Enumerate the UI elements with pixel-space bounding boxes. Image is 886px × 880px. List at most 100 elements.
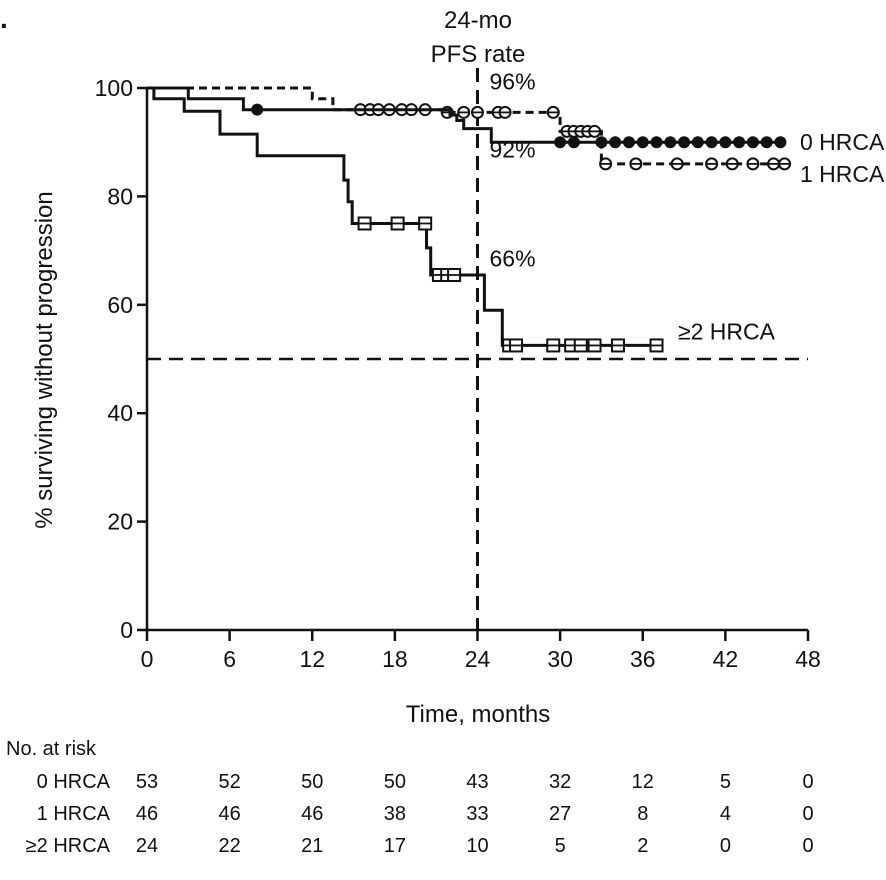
censor-mark-1-hrca-9 [471, 105, 484, 119]
censor-mark-1-hrca-20 [670, 157, 684, 171]
censor-mark-ge2-hrca-1 [390, 216, 405, 231]
censor-mark-0-hrca-0 [251, 103, 264, 116]
at-risk-value-12: 46 [301, 803, 323, 825]
censor-mark-ge2-hrca-11 [587, 338, 602, 353]
censor-mark-0-hrca-13 [760, 136, 773, 149]
censor-mark-1-hrca-8 [457, 105, 471, 119]
x-tick-label-42: 42 [713, 646, 739, 672]
at-risk-value-36: 8 [637, 803, 648, 825]
at-risk-value-24: 33 [466, 803, 488, 825]
grid-reference-lines [147, 68, 808, 630]
series-label-0-hrca: 0 HRCA [800, 129, 885, 155]
at-risk-value-42: 4 [720, 803, 731, 825]
censor-mark-0-hrca-6 [664, 136, 677, 149]
series-label-ge2-hrca: ≥2 HRCA [678, 318, 776, 344]
at-risk-value-36: 12 [632, 771, 654, 793]
at-risk-value-48: 0 [802, 803, 813, 825]
censor-mark-1-hrca-25 [778, 157, 792, 171]
at-risk-value-0: 24 [136, 835, 158, 857]
censor-mark-1-hrca-12 [546, 105, 560, 119]
censor-mark-0-hrca-8 [691, 136, 704, 149]
at-risk-table: No. at risk 0 HRCA 53 52 50 50 43 32 12 5 01 HRCA… [6, 738, 814, 857]
at-risk-value-0: 53 [136, 771, 158, 793]
censor-mark-1-hrca-11 [498, 105, 512, 119]
censor-mark-0-hrca-16 [567, 136, 580, 149]
censor-mark-ge2-hrca-8 [546, 338, 561, 353]
series-ge2-hrca [147, 86, 664, 353]
at-risk-row-label: 0 HRCA [37, 771, 111, 793]
series-label-1-hrca: 1 HRCA [800, 161, 885, 187]
at-risk-value-12: 50 [301, 771, 323, 793]
at-risk-value-48: 0 [802, 835, 813, 857]
censor-mark-1-hrca-23 [746, 157, 760, 171]
series-line-0-hrca [147, 86, 781, 144]
x-ticks: 0 6 12 18 24 30 36 42 48 [141, 630, 821, 672]
censor-mark-ge2-hrca-2 [418, 216, 433, 231]
annotation-96: 96% [490, 69, 536, 95]
at-risk-value-30: 32 [549, 771, 571, 793]
annotation-66: 66% [490, 245, 536, 271]
x-tick-label-36: 36 [630, 646, 656, 672]
at-risk-value-24: 10 [466, 835, 488, 857]
at-risk-value-30: 5 [555, 835, 566, 857]
censor-mark-0-hrca-9 [705, 136, 718, 149]
x-tick-label-30: 30 [547, 646, 573, 672]
at-risk-row-1-hrca: 1 HRCA 46 46 46 38 33 27 8 4 0 [37, 803, 814, 825]
censor-mark-0-hrca-5 [650, 136, 663, 149]
x-tick-label-48: 48 [795, 646, 821, 672]
y-tick-label-40: 40 [107, 400, 133, 426]
series-1-hrca [147, 86, 792, 171]
at-risk-row-0-hrca: 0 HRCA 53 52 50 50 43 32 12 5 0 [37, 771, 814, 793]
x-axis-title: Time, months [406, 701, 550, 728]
at-risk-value-42: 0 [720, 835, 731, 857]
series-layer: 0 HRCA 1 HRCA ≥2 HRCA [147, 86, 885, 353]
at-risk-value-48: 0 [802, 771, 813, 793]
y-tick-label-0: 0 [120, 617, 133, 643]
censor-mark-1-hrca-21 [705, 157, 719, 171]
censor-mark-0-hrca-1 [595, 136, 608, 149]
at-risk-value-0: 46 [136, 803, 158, 825]
at-risk-value-18: 38 [384, 803, 406, 825]
censor-mark-0-hrca-14 [774, 136, 787, 149]
at-risk-value-36: 2 [637, 835, 648, 857]
y-ticks: 0 20 40 60 80 100 [95, 75, 147, 643]
at-risk-value-18: 50 [384, 771, 406, 793]
series-line-ge2-hrca [147, 86, 657, 347]
at-risk-value-42: 5 [720, 771, 731, 793]
at-risk-value-18: 17 [384, 835, 406, 857]
panel-marker: . [0, 3, 8, 34]
x-tick-label-18: 18 [382, 646, 408, 672]
at-risk-value-12: 21 [301, 835, 323, 857]
y-tick-label-20: 20 [107, 509, 133, 535]
at-risk-value-6: 52 [219, 771, 241, 793]
annotation-92: 92% [490, 136, 536, 162]
at-risk-value-30: 27 [549, 803, 571, 825]
censor-mark-0-hrca-12 [746, 136, 759, 149]
censor-mark-0-hrca-11 [733, 136, 746, 149]
censor-mark-ge2-hrca-0 [357, 216, 372, 231]
censor-mark-1-hrca-19 [629, 157, 643, 171]
at-risk-row-ge2-hrca: ≥2 HRCA 24 22 21 17 10 5 2 0 0 [26, 835, 814, 857]
censor-mark-1-hrca-24 [767, 157, 781, 171]
censor-mark-1-hrca-18 [599, 157, 613, 171]
y-tick-label-60: 60 [107, 292, 133, 318]
at-risk-label: No. at risk [6, 738, 97, 760]
censor-mark-1-hrca-22 [725, 157, 739, 171]
x-tick-label-24: 24 [465, 646, 491, 672]
x-tick-label-12: 12 [299, 646, 325, 672]
at-risk-row-label: 1 HRCA [37, 803, 111, 825]
censor-mark-0-hrca-3 [622, 136, 635, 149]
censor-mark-0-hrca-15 [554, 136, 567, 149]
censor-mark-ge2-hrca-12 [610, 338, 625, 353]
y-tick-label-100: 100 [95, 75, 133, 101]
censor-mark-0-hrca-2 [609, 136, 622, 149]
annotations: 96% 92% 66% [490, 69, 536, 272]
y-tick-label-80: 80 [107, 183, 133, 209]
x-tick-label-0: 0 [141, 646, 154, 672]
series-0-hrca [147, 86, 787, 149]
chart-title-line-2: PFS rate [431, 41, 526, 68]
x-tick-label-6: 6 [223, 646, 236, 672]
censor-mark-0-hrca-7 [678, 136, 691, 149]
at-risk-value-6: 22 [219, 835, 241, 857]
censor-mark-ge2-hrca-7 [509, 338, 524, 353]
